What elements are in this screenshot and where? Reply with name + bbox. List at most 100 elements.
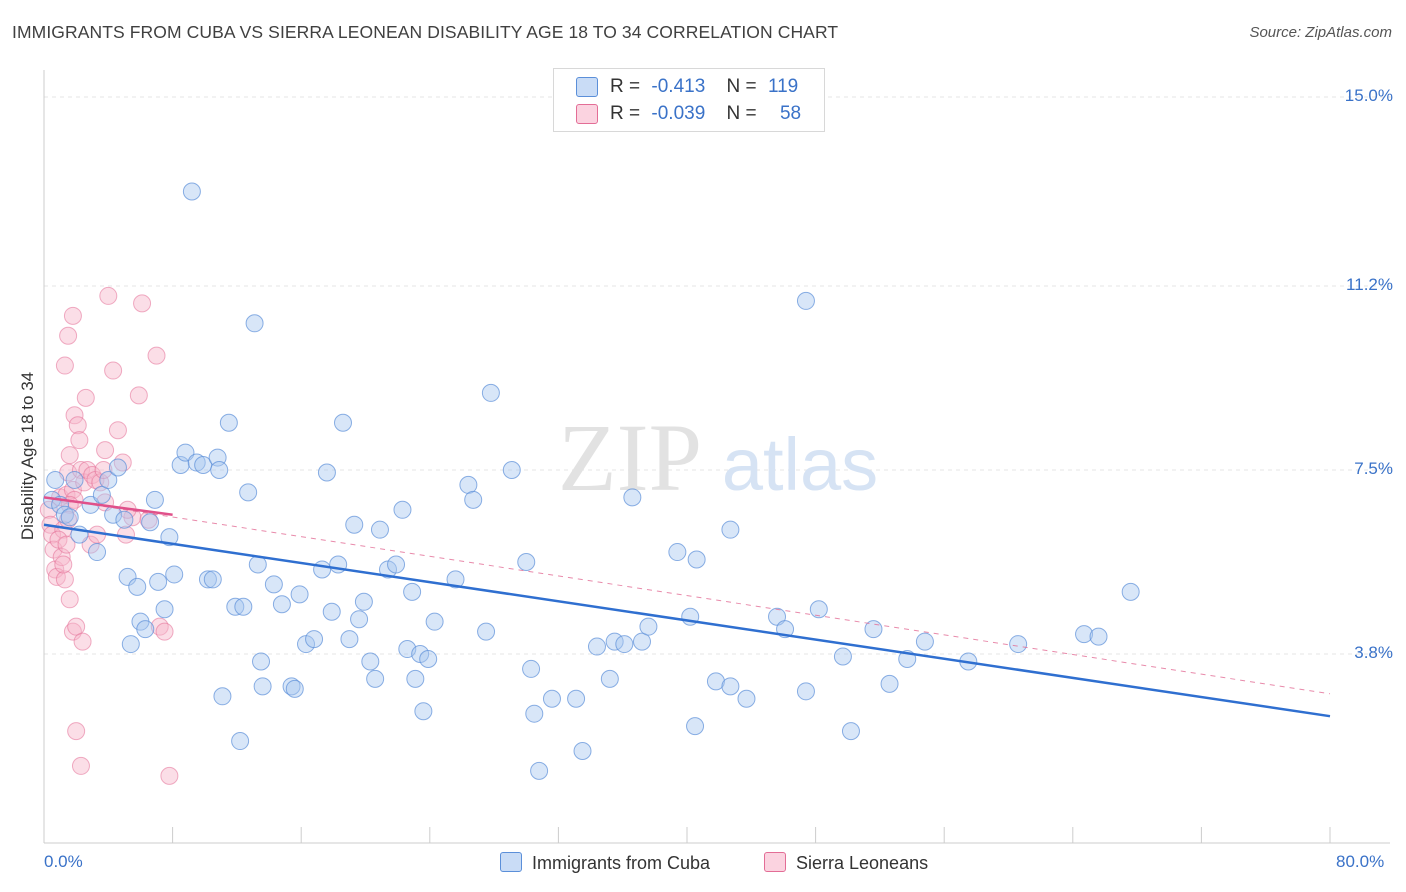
cuba-point: [573, 741, 592, 760]
cuba-point: [350, 610, 369, 629]
x-min-label: 0.0%: [44, 852, 83, 871]
cuba-point: [219, 413, 238, 432]
cuba-point: [915, 632, 934, 651]
cuba-point: [419, 649, 438, 668]
legend-swatch-sierra: [576, 104, 598, 124]
sierra-point: [76, 388, 95, 407]
watermark: ZIP atlas: [558, 404, 878, 511]
cuba-point: [305, 630, 324, 649]
cuba-point: [121, 635, 140, 654]
cuba-point: [210, 461, 229, 479]
sierra-point: [160, 766, 179, 785]
cuba-point: [145, 490, 164, 509]
cuba-point: [632, 632, 651, 651]
cuba-point: [313, 560, 332, 579]
sierra-point: [150, 617, 169, 636]
cuba-point: [406, 669, 425, 688]
cuba-point: [333, 413, 352, 432]
sierra-point: [67, 722, 86, 741]
cuba-point: [1075, 625, 1094, 644]
cuba-point: [393, 500, 412, 519]
axes: [43, 70, 1390, 844]
cuba-point: [203, 570, 222, 589]
sierra-point: [57, 535, 76, 554]
sierra-point: [60, 590, 79, 609]
cuba-point: [425, 612, 444, 631]
cuba-point: [809, 600, 828, 619]
cuba-point: [340, 630, 359, 649]
cuba-point: [686, 717, 705, 736]
cuba-point: [833, 647, 852, 666]
sierra-point: [96, 441, 115, 460]
cuba-point: [231, 732, 250, 751]
sierra-point: [65, 406, 84, 425]
cuba-point: [721, 677, 740, 696]
sierra-point: [116, 525, 135, 544]
cuba-point: [587, 637, 606, 656]
sierra-point: [70, 431, 89, 450]
cuba-point: [182, 182, 201, 201]
sierra-point: [147, 346, 166, 365]
cuba-point: [165, 565, 184, 584]
bottom-swatch-cuba: [500, 852, 522, 872]
cuba-point: [136, 620, 155, 639]
watermark-atlas: atlas: [722, 423, 878, 506]
sierra-point: [81, 535, 100, 554]
sierra-point: [60, 446, 79, 465]
cuba-point: [721, 520, 740, 539]
source-credit: Source: ZipAtlas.com: [1249, 24, 1392, 41]
cuba-point: [370, 520, 389, 539]
sierra-point: [99, 286, 118, 305]
cuba-point: [198, 570, 217, 589]
cuba-point: [403, 582, 422, 601]
cuba-point: [737, 689, 756, 708]
cuba-point: [60, 508, 79, 527]
cuba-point: [796, 682, 815, 701]
bottom-legend-sierra: Sierra Leoneans: [764, 852, 928, 874]
sierra-point: [63, 306, 82, 325]
cuba-point: [366, 669, 385, 688]
cuba-point: [118, 567, 137, 586]
cuba-point: [141, 513, 160, 532]
sierra-point: [94, 461, 113, 479]
cuba-point: [542, 689, 561, 708]
sierra-point: [155, 622, 174, 641]
cuba-point: [477, 622, 496, 641]
cuba-point: [354, 592, 373, 611]
cuba-point: [88, 543, 107, 562]
sierra-point: [68, 416, 87, 435]
sierra-point: [71, 756, 90, 775]
cuba-point: [639, 617, 658, 636]
sierra-point: [59, 326, 78, 345]
cuba-point: [1009, 635, 1028, 654]
sierra-point: [129, 386, 148, 405]
cuba-point: [517, 553, 536, 572]
y-tick-label: 11.2%: [1346, 274, 1393, 294]
sierra-point: [63, 622, 82, 641]
cuba-point: [264, 575, 283, 594]
cuba-point: [481, 383, 500, 402]
cuba-points: [43, 182, 1140, 780]
cuba-point: [841, 722, 860, 741]
legend-swatch-cuba: [576, 77, 598, 97]
sierra-point: [133, 294, 152, 313]
cuba-point: [361, 652, 380, 671]
y-tick-label: 7.5%: [1354, 459, 1393, 478]
cuba-point: [322, 602, 341, 621]
cuba-point: [414, 702, 433, 721]
cuba-trend-line: [43, 523, 1331, 718]
sierra-point: [55, 570, 74, 589]
cuba-point: [213, 687, 232, 706]
cuba-point: [92, 485, 111, 504]
cuba-point: [459, 475, 478, 494]
cuba-point: [706, 672, 725, 691]
cuba-point: [446, 570, 465, 589]
cuba-point: [176, 443, 195, 462]
cuba-point: [464, 490, 483, 509]
cuba-point: [290, 585, 309, 604]
chart-title: IMMIGRANTS FROM CUBA VS SIERRA LEONEAN D…: [12, 22, 839, 42]
cuba-point: [194, 456, 213, 475]
cuba-point: [522, 659, 541, 678]
cuba-point: [128, 577, 147, 596]
cuba-point: [149, 572, 168, 591]
